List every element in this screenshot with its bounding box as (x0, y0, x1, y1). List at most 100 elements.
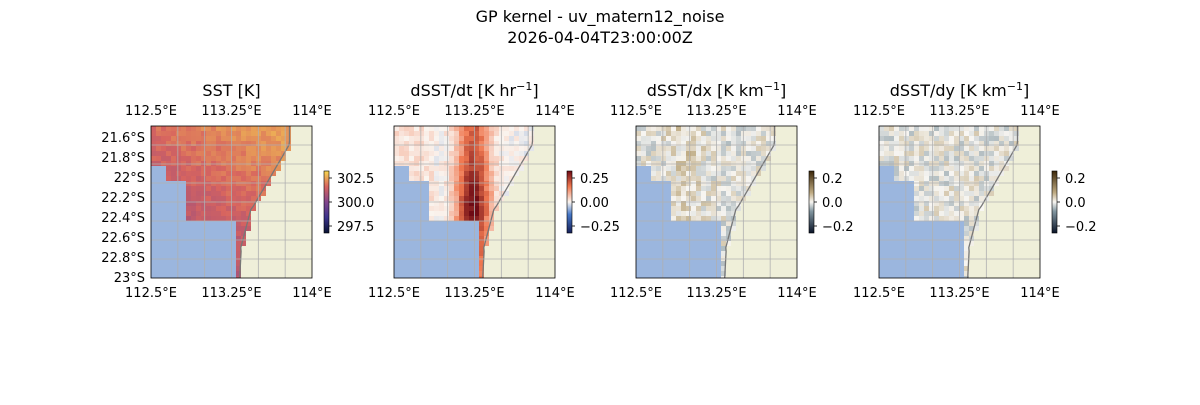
heatmap-cell (771, 211, 777, 217)
heatmap-cell (206, 171, 212, 177)
heatmap-cell (796, 151, 797, 157)
heatmap-cell (889, 236, 895, 242)
heatmap-cell (924, 146, 930, 152)
heatmap-cell (914, 221, 920, 227)
heatmap-cell (211, 136, 217, 142)
heatmap-cell (1039, 126, 1040, 132)
heatmap-cell (196, 251, 202, 257)
heatmap-cell (646, 246, 652, 252)
heatmap-cell (424, 171, 430, 177)
heatmap-cell (706, 191, 712, 197)
heatmap-cell (429, 246, 435, 252)
heatmap-cell (944, 246, 950, 252)
heatmap-cell (701, 271, 707, 277)
heatmap-cell (994, 266, 1000, 272)
heatmap-cell (474, 151, 480, 157)
heatmap-cell (904, 191, 910, 197)
heatmap-cell (909, 156, 915, 162)
heatmap-cell (414, 266, 420, 272)
heatmap-cell (716, 126, 722, 132)
heatmap-cell (266, 196, 272, 202)
heatmap-cell (761, 136, 767, 142)
heatmap-cell (181, 151, 187, 157)
heatmap-cell (261, 226, 267, 232)
heatmap-cell (211, 246, 217, 252)
heatmap-cell (919, 276, 925, 278)
heatmap-cell (231, 241, 237, 247)
heatmap-cell (424, 241, 430, 247)
heatmap-cell (201, 181, 207, 187)
heatmap-cell (549, 231, 555, 237)
heatmap-cell (656, 216, 662, 222)
heatmap-cell (306, 196, 312, 202)
heatmap-cell (1034, 231, 1040, 237)
heatmap-cell (716, 231, 722, 237)
heatmap-cell (226, 211, 232, 217)
heatmap-cell (509, 241, 515, 247)
heatmap-cell (251, 226, 257, 232)
heatmap-cell (796, 261, 797, 267)
heatmap-cell (676, 181, 682, 187)
heatmap-cell (306, 146, 312, 152)
heatmap-cell (414, 236, 420, 242)
heatmap-cell (529, 251, 535, 257)
heatmap-cell (934, 186, 940, 192)
heatmap-cell (711, 181, 717, 187)
heatmap-cell (796, 226, 797, 232)
heatmap-cell (756, 131, 762, 137)
heatmap-cell (459, 271, 465, 277)
heatmap-cell (449, 216, 455, 222)
heatmap-cell (424, 126, 430, 132)
heatmap-cell (796, 166, 797, 172)
heatmap-cell (469, 221, 475, 227)
x-tick-label-top: 113.25°E (929, 104, 989, 119)
heatmap-cell (301, 181, 307, 187)
heatmap-cell (666, 221, 672, 227)
heatmap-cell (651, 211, 657, 217)
heatmap-cell (1039, 221, 1040, 227)
heatmap-cell (206, 251, 212, 257)
heatmap-cell (884, 251, 890, 257)
heatmap-cell (909, 231, 915, 237)
heatmap-cell (706, 251, 712, 257)
heatmap-cell (776, 131, 782, 137)
heatmap-cell (711, 221, 717, 227)
heatmap-cell (276, 131, 282, 137)
heatmap-cell (464, 276, 470, 278)
heatmap-cell (186, 221, 192, 227)
heatmap-cell (409, 191, 415, 197)
heatmap-cell (444, 171, 450, 177)
heatmap-cell (731, 146, 737, 152)
heatmap-cell (241, 251, 247, 257)
heatmap-cell (1029, 191, 1035, 197)
heatmap-cell (449, 201, 455, 207)
heatmap-cell (681, 146, 687, 152)
heatmap-cell (999, 146, 1005, 152)
heatmap-cell (246, 201, 252, 207)
heatmap-cell (949, 131, 955, 137)
heatmap-cell (434, 211, 440, 217)
heatmap-cell (949, 221, 955, 227)
heatmap-cell (454, 176, 460, 182)
heatmap-cell (459, 221, 465, 227)
heatmap-cell (191, 266, 197, 272)
heatmap-cell (464, 241, 470, 247)
heatmap-cell (301, 231, 307, 237)
heatmap-cell (791, 156, 797, 162)
heatmap-cell (181, 206, 187, 212)
heatmap-cell (944, 181, 950, 187)
heatmap-cell (781, 196, 787, 202)
heatmap-cell (776, 171, 782, 177)
heatmap-cell (716, 251, 722, 257)
heatmap-cell (301, 156, 307, 162)
heatmap-cell (266, 126, 272, 132)
heatmap-cell (939, 146, 945, 152)
heatmap-cell (554, 181, 555, 187)
heatmap-cell (166, 261, 172, 267)
heatmap-cell (394, 226, 400, 232)
heatmap-cell (544, 276, 550, 278)
heatmap-cell (549, 206, 555, 212)
heatmap-cell (989, 151, 995, 157)
heatmap-cell (924, 126, 930, 132)
heatmap-cell (236, 261, 242, 267)
